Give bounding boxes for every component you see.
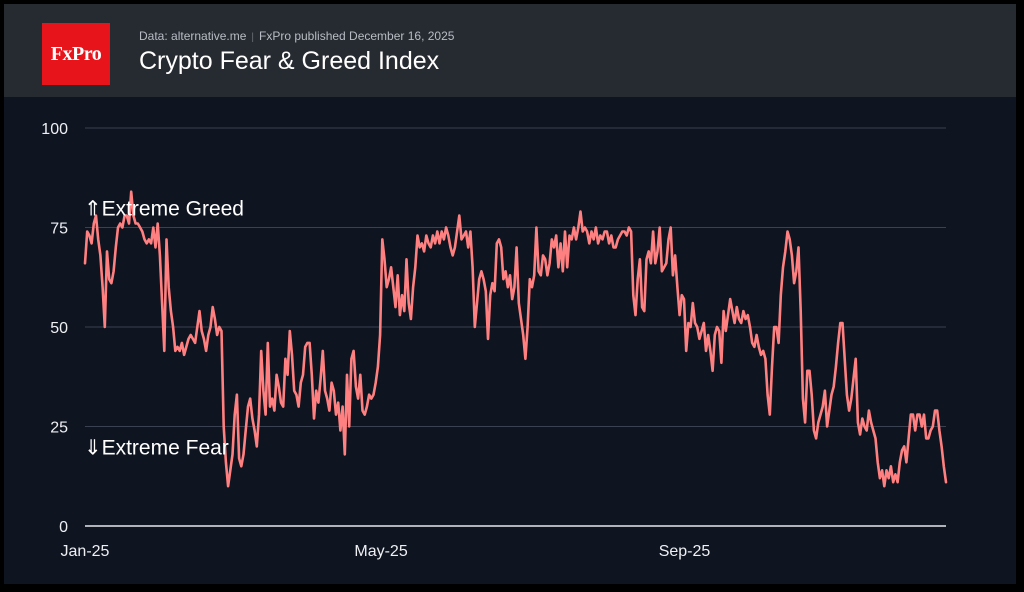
extreme-greed-annotation: ⇑Extreme Greed <box>84 198 244 221</box>
fear-greed-series-line <box>83 190 948 488</box>
x-tick-label-0: Jan-25 <box>61 543 110 560</box>
fxpro-logo: FxPro <box>42 23 110 85</box>
chart-header: FxPro Data: alternative.me | FxPro publish… <box>4 4 1016 97</box>
y-tick-label-50: 50 <box>50 320 68 337</box>
y-tick-label-100: 100 <box>41 121 68 138</box>
extreme-fear-annotation: ⇓Extreme Fear <box>84 436 229 459</box>
y-tick-label-75: 75 <box>50 221 68 238</box>
y-tick-label-0: 0 <box>59 519 68 536</box>
y-tick-label-25: 25 <box>50 420 68 437</box>
chart-meta: Data: alternative.me | FxPro published Dec… <box>139 29 454 43</box>
x-tick-label-2: Sep-25 <box>659 543 711 560</box>
chart-frame: FxPro Data: alternative.me | FxPro publish… <box>4 4 1016 584</box>
meta-separator: | <box>251 32 254 43</box>
published-text: FxPro published December 16, 2025 <box>259 29 455 43</box>
x-tick-label-1: May-25 <box>354 543 407 560</box>
source-text: Data: alternative.me <box>139 29 247 43</box>
chart-title: Crypto Fear & Greed Index <box>139 47 440 75</box>
